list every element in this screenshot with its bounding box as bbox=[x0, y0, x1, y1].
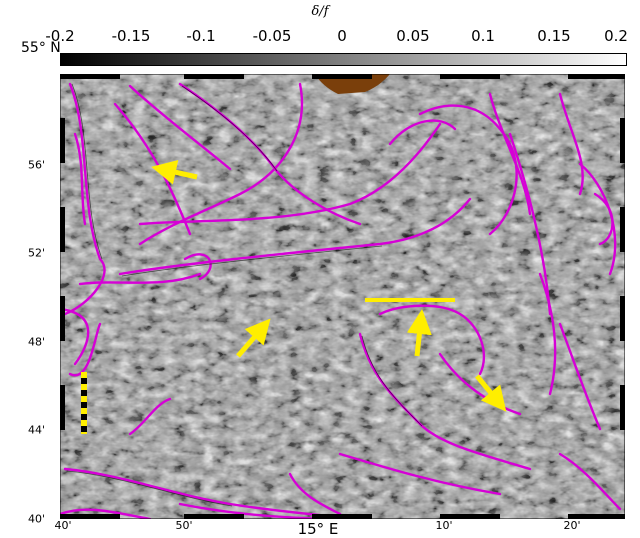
map-panel bbox=[58, 73, 626, 521]
arrow bbox=[151, 160, 198, 185]
lat-label: 48' bbox=[28, 335, 46, 349]
colorbar-tick: 0.05 bbox=[396, 27, 430, 45]
colorbar-tick: 0.2 bbox=[604, 27, 628, 45]
arrow bbox=[236, 318, 271, 358]
arrow bbox=[406, 309, 432, 357]
map-svg bbox=[58, 73, 626, 521]
lat-label-top: 55° N bbox=[21, 40, 61, 56]
front-contours bbox=[58, 82, 622, 521]
lat-label: 56' bbox=[28, 158, 46, 172]
divergence-texture bbox=[60, 74, 625, 519]
black-contours bbox=[66, 83, 423, 507]
colorbar-tick: 0.1 bbox=[471, 27, 495, 45]
colorbar-tick: -0.15 bbox=[111, 27, 151, 45]
lat-label: 52' bbox=[28, 246, 46, 260]
lon-label: 40' bbox=[54, 519, 72, 532]
lat-label: 40' bbox=[28, 512, 46, 526]
lat-label: 44' bbox=[28, 423, 46, 437]
colorbar-tick: -0.05 bbox=[252, 27, 292, 45]
colorbar bbox=[60, 53, 627, 66]
yellow-annotations bbox=[151, 160, 507, 412]
lon-label-major: 15° E bbox=[297, 520, 339, 538]
colorbar-tick: -0.1 bbox=[186, 27, 216, 45]
lon-label: 10' bbox=[435, 519, 453, 532]
lon-label: 20' bbox=[563, 519, 581, 532]
colorbar-tick: 0.15 bbox=[537, 27, 571, 45]
colorbar-tick: 0 bbox=[337, 27, 347, 45]
colorbar-tick: -0.2 bbox=[45, 27, 75, 45]
lon-label: 50' bbox=[175, 519, 193, 532]
arrow bbox=[475, 374, 507, 412]
colorbar-title: δ/f bbox=[311, 4, 329, 19]
